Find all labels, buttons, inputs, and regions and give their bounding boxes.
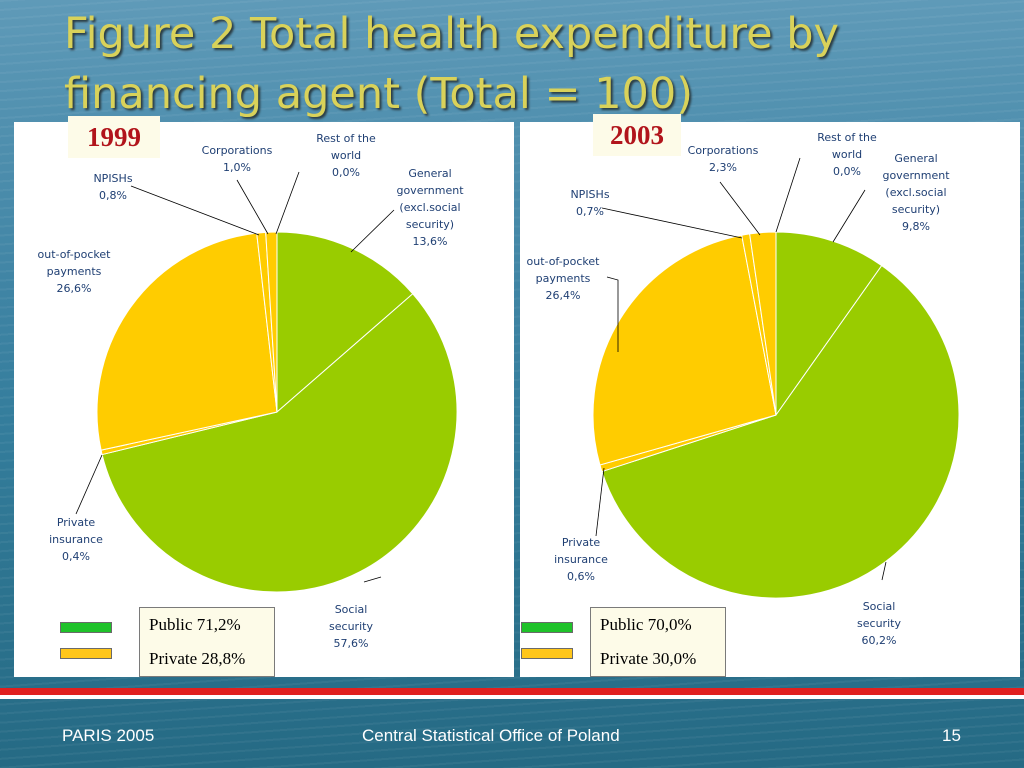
legend-public: Public 70,0%: [600, 615, 692, 634]
slice-social-security: [101, 293, 458, 593]
legend-private: Private 30,0%: [600, 649, 697, 668]
label-rest-of-world: Rest of the world 0,0%: [316, 132, 376, 179]
label-npishs-leader: [130, 185, 260, 236]
label-private-insurance: Private insurance 0,4%: [49, 516, 103, 563]
label-private-insurance: Private insurance 0,6%: [554, 536, 608, 583]
legend-private: Private 28,8%: [149, 649, 246, 668]
label-npishs-leader: [601, 207, 743, 239]
footer-stripe-red: [0, 688, 1024, 695]
label-private-insurance-leader: [75, 454, 103, 515]
label-general-government-leader: [350, 209, 395, 253]
label-npishs: NPISHs 0,8%: [93, 172, 132, 202]
slice-social-security: [601, 264, 960, 599]
slice-out-of-pocket: [592, 234, 777, 466]
year-label-2003: 2003: [593, 114, 681, 156]
slice-corporations: [749, 231, 777, 416]
legend-swatch-public: [60, 622, 112, 633]
footer-left: PARIS 2005: [62, 726, 155, 745]
chart-panel-2003: General government (excl.social security) 9,…: [520, 122, 1020, 677]
year-label-1999: 1999: [68, 116, 160, 158]
slice-out-of-pocket: [96, 232, 278, 451]
label-rest-of-world-leader: [775, 157, 801, 233]
label-corporations: Corporations 1,0%: [202, 144, 273, 174]
label-rest-of-world-leader: [275, 171, 300, 235]
footer-stripe-white: [0, 695, 1024, 699]
legend-swatch-private: [60, 648, 112, 659]
legend-swatch-public: [521, 622, 573, 633]
chart-panel-1999: General government (excl.social security) 13…: [14, 122, 514, 677]
pie-chart-2003: General government (excl.social security) 9,…: [527, 131, 960, 647]
label-npishs: NPISHs 0,7%: [570, 188, 609, 218]
label-social-security-leader: [363, 576, 382, 583]
legend-box-2003: Public 70,0% Private 30,0%: [590, 607, 726, 677]
label-corporations-leader: [236, 179, 269, 235]
footer-center: Central Statistical Office of Poland: [362, 726, 620, 745]
pie-chart-1999: General government (excl.social security) 13…: [38, 132, 465, 650]
label-out-of-pocket: out-of-pocket payments 26,4%: [527, 255, 601, 302]
label-corporations: Corporations 2,3%: [688, 144, 759, 174]
label-rest-of-world: Rest of the world 0,0%: [817, 131, 877, 178]
label-social-security-leader: [881, 561, 887, 581]
label-private-insurance-leader: [595, 467, 605, 537]
slide-title: Figure 2 Total health expenditure by fin…: [64, 9, 839, 119]
label-social-security: Social security 60,2%: [857, 600, 901, 647]
slice-general-government: [276, 231, 414, 414]
legend-box-1999: Public 71,2% Private 28,8%: [139, 607, 275, 677]
label-general-government: General government (excl.social security) 9,…: [882, 152, 950, 233]
page-number: 15: [942, 726, 961, 745]
label-out-of-pocket: out-of-pocket payments 26,6%: [38, 248, 112, 295]
legend-public: Public 71,2%: [149, 615, 241, 634]
label-general-government-leader: [832, 189, 866, 243]
label-corporations-leader: [719, 181, 761, 236]
slice-general-government: [775, 231, 883, 417]
legend-swatch-private: [521, 648, 573, 659]
label-general-government: General government (excl.social security) 13…: [396, 167, 464, 248]
label-social-security: Social security 57,6%: [329, 603, 373, 650]
label-out-of-pocket-leader: [606, 276, 619, 352]
